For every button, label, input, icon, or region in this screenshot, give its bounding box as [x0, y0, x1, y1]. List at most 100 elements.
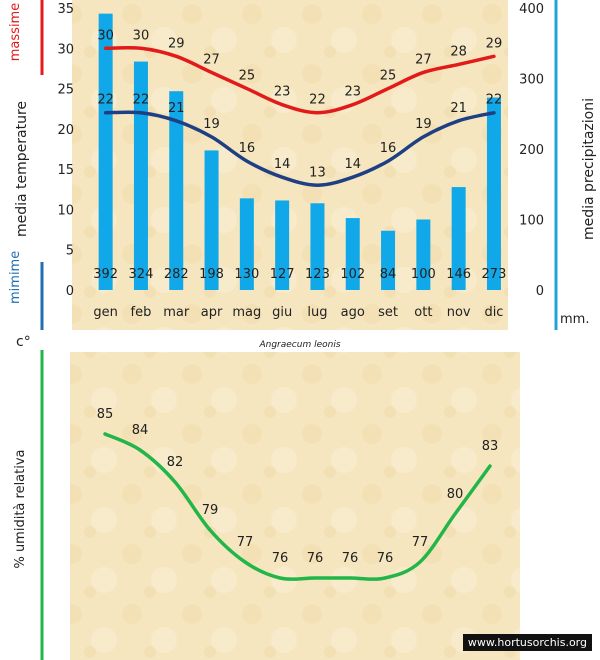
humidity-axis-label: % umidità relativa — [13, 449, 28, 569]
temperature-value-label: 23 — [344, 85, 361, 100]
humidity-line — [103, 432, 492, 581]
right-tick-label: 400 — [519, 2, 544, 17]
temperature-value-label: 22 — [309, 93, 326, 108]
humidity-value-label: 76 — [272, 551, 289, 566]
precipitation-bar — [451, 187, 466, 290]
month-label: set — [378, 305, 398, 320]
humidity-value-label: 77 — [237, 535, 254, 550]
right-tick-label: 100 — [519, 214, 544, 229]
precipitation-value-label: 100 — [411, 267, 436, 282]
media-temperature-axis-label: media temperature — [14, 100, 30, 238]
left-tick-label: 35 — [57, 2, 74, 17]
precipitation-bars — [98, 13, 501, 290]
month-label: ago — [341, 305, 365, 320]
precipitation-value-label: 324 — [129, 267, 154, 282]
month-label: feb — [131, 305, 152, 320]
precipitation-bar — [275, 200, 290, 290]
temperature-value-label: 27 — [203, 52, 220, 67]
month-labels: gen feb mar apr mag giu lug ago set ott nov dic — [93, 305, 503, 320]
humidity-value-label: 82 — [167, 455, 184, 470]
month-label: apr — [201, 305, 223, 320]
precipitation-bar — [486, 97, 501, 290]
precipitation-bar — [169, 91, 184, 290]
temperature-value-label: 14 — [274, 157, 291, 172]
left-axis-ticks: 0 5 10 15 20 25 30 35 — [57, 2, 74, 299]
precipitation-value-label: 84 — [380, 267, 397, 282]
temperature-value-label: 13 — [309, 165, 326, 180]
humidity-value-label: 83 — [482, 439, 499, 454]
temperature-line-labels: 30 30 29 27 25 23 22 23 25 27 28 29 22 22 21 19 16 14 13 14… — [97, 28, 502, 180]
humidity-value-label: 77 — [412, 535, 429, 550]
temperature-value-label: 19 — [203, 117, 220, 132]
precipitation-bar — [345, 218, 360, 290]
minime-axis-label: mimime — [8, 250, 23, 304]
month-label: dic — [484, 305, 503, 320]
humidity-value-label: 76 — [377, 551, 394, 566]
precipitation-value-label: 123 — [305, 267, 330, 282]
precipitation-bar — [416, 219, 431, 290]
left-tick-label: 15 — [57, 163, 74, 178]
temperature-value-label: 25 — [239, 69, 256, 84]
left-tick-label: 0 — [66, 284, 74, 299]
temperature-value-label: 29 — [168, 36, 185, 51]
temperature-value-label: 27 — [415, 52, 432, 67]
precipitation-value-label: 146 — [446, 267, 471, 282]
precipitation-bar — [310, 203, 325, 290]
temperature-value-label: 28 — [450, 44, 467, 59]
temperature-value-label: 14 — [344, 157, 361, 172]
temperature-value-label: 29 — [486, 36, 503, 51]
precipitation-bar — [239, 198, 254, 290]
right-tick-label: 300 — [519, 73, 544, 88]
temperature-value-label: 16 — [380, 141, 397, 156]
massime-axis-label: massime — [8, 2, 23, 62]
temperature-value-label: 21 — [450, 101, 467, 116]
celsius-unit-label: c° — [16, 334, 31, 350]
millimeter-unit-label: mm. — [560, 312, 590, 327]
month-label: mag — [232, 305, 261, 320]
precipitation-value-label: 198 — [199, 267, 224, 282]
precipitation-value-label: 273 — [482, 267, 507, 282]
precipitation-value-label: 392 — [93, 267, 118, 282]
temperature-value-label: 23 — [274, 85, 291, 100]
temperature-value-label: 19 — [415, 117, 432, 132]
left-tick-label: 30 — [57, 42, 74, 57]
precipitation-bar — [381, 230, 396, 290]
precipitation-value-label: 102 — [340, 267, 365, 282]
temperature-lines — [103, 45, 496, 188]
month-label: ott — [414, 305, 432, 320]
humidity-value-label: 79 — [202, 503, 219, 518]
precipitation-value-label: 130 — [234, 267, 259, 282]
humidity-series: 85 84 82 79 77 76 76 76 76 77 80 83 — [97, 407, 499, 581]
humidity-value-label: 84 — [132, 423, 149, 438]
watermark: www.hortusorchis.org — [462, 634, 592, 651]
humidity-value-label: 76 — [342, 551, 359, 566]
right-axis-ticks: 0 100 200 300 400 — [519, 2, 544, 299]
media-precipitazioni-axis-label: media precipitazioni — [581, 98, 597, 241]
temperature-value-label: 30 — [133, 28, 150, 43]
humidity-value-label: 76 — [307, 551, 324, 566]
minime-line — [103, 110, 496, 188]
humidity-value-label: 80 — [447, 487, 464, 502]
temperature-value-label: 21 — [168, 101, 185, 116]
temperature-value-label: 22 — [133, 93, 150, 108]
species-name: Angraecum leonis — [259, 340, 341, 350]
precipitation-bar — [98, 13, 113, 290]
precipitation-bar — [133, 61, 148, 290]
temperature-value-label: 22 — [97, 93, 114, 108]
temperature-value-label: 25 — [380, 69, 397, 84]
massime-line — [103, 45, 496, 115]
precipitation-bar-labels: 392 324 282 198 130 127 123 102 84 100 146 273 — [93, 267, 506, 282]
humidity-chart-background — [70, 352, 520, 660]
left-tick-label: 25 — [57, 83, 74, 98]
temperature-value-label: 16 — [239, 141, 256, 156]
left-tick-label: 5 — [66, 244, 74, 259]
month-label: mar — [163, 305, 190, 320]
month-label: giu — [272, 305, 292, 320]
right-tick-label: 200 — [519, 143, 544, 158]
left-tick-label: 20 — [57, 123, 74, 138]
precipitation-value-label: 127 — [270, 267, 295, 282]
month-label: lug — [307, 305, 327, 320]
temperature-value-label: 30 — [97, 28, 114, 43]
